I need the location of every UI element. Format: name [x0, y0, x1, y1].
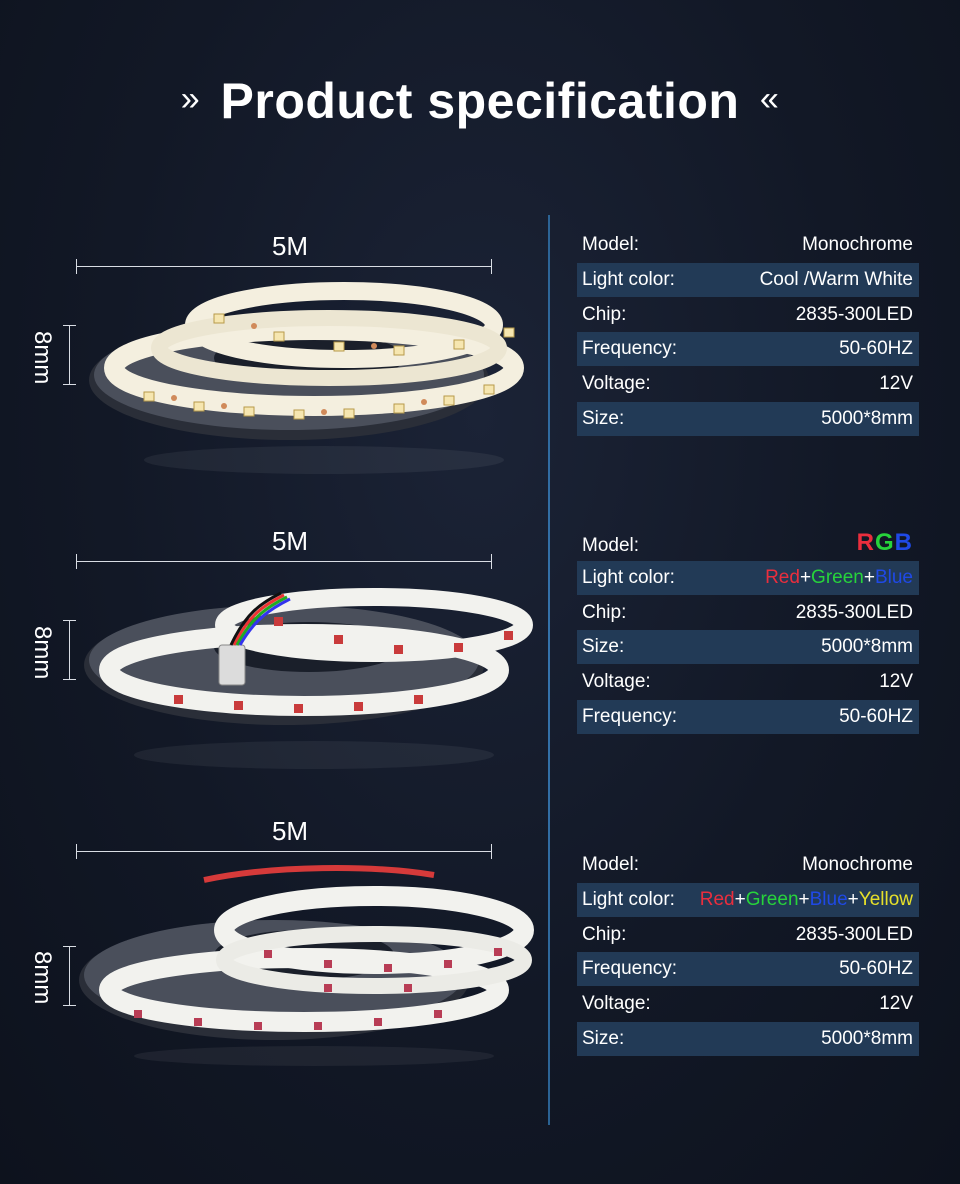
- length-dimension-line: [76, 844, 492, 859]
- spec-row: Voltage: 12V: [577, 367, 919, 401]
- spec-key: Voltage:: [582, 671, 651, 693]
- spec-key: Light color:: [582, 888, 675, 910]
- led-strip-reel-image: [79, 865, 534, 1066]
- width-label: 8mm: [29, 951, 56, 1005]
- spec-row: Voltage: 12V: [577, 987, 919, 1021]
- spec-key: Light color:: [582, 566, 675, 588]
- color-yellow: Yellow: [858, 888, 913, 910]
- vertical-divider: [548, 215, 550, 1125]
- spec-key: Light color:: [582, 268, 675, 290]
- spec-key: Size:: [582, 636, 625, 658]
- spec-table: Model: Monochrome Light color: Red+Green…: [577, 848, 919, 1057]
- spec-value-colors: Red+Green+Blue+Yellow: [700, 889, 913, 911]
- spec-value: 2835-300LED: [795, 923, 913, 945]
- spec-key: Model:: [582, 854, 640, 875]
- spec-key: Voltage:: [582, 373, 651, 395]
- spec-row: Size: 5000*8mm: [577, 630, 919, 665]
- width-label: 8mm: [29, 331, 56, 385]
- spec-row: Frequency: 50-60HZ: [577, 332, 919, 367]
- color-green: Green: [811, 566, 864, 588]
- spec-row: Chip: 2835-300LED: [577, 298, 919, 332]
- length-dimension-line: [76, 259, 492, 274]
- spec-key: Model:: [582, 535, 640, 556]
- spec-row-light-color: Light color: Red+Green+Blue: [577, 560, 919, 595]
- length-dimension-line: [76, 554, 492, 569]
- rgb-letter-g: G: [874, 529, 895, 556]
- led-strip-reel-image: [89, 282, 524, 474]
- spec-row: Model: Monochrome: [577, 228, 919, 262]
- spec-key: Frequency:: [582, 958, 678, 980]
- double-chevron-right-icon: »: [180, 80, 201, 118]
- plus-sign: +: [734, 888, 746, 910]
- rgb-letter-r: R: [856, 529, 875, 556]
- length-label: 5M: [271, 816, 309, 846]
- plus-sign: +: [799, 566, 812, 588]
- double-chevron-left-icon: «: [759, 80, 780, 118]
- spec-key: Chip:: [582, 923, 627, 945]
- spec-key: Model:: [582, 234, 640, 255]
- spec-row: Frequency: 50-60HZ: [577, 699, 919, 734]
- spec-key: Size:: [582, 407, 625, 429]
- width-label: 8mm: [29, 626, 56, 680]
- spec-value: 12V: [879, 671, 913, 693]
- spec-table: Model: Monochrome Light color: Cool /War…: [577, 228, 919, 437]
- spec-table: Model: RGB Light color: Red+Green+Blue C…: [577, 526, 919, 735]
- spec-key: Frequency:: [582, 705, 678, 727]
- rgb-letter-b: B: [894, 529, 913, 556]
- spec-key: Chip:: [582, 303, 627, 325]
- spec-value: 50-60HZ: [839, 705, 913, 727]
- length-label: 5M: [271, 526, 309, 556]
- spec-row: Light color: Cool /Warm White: [577, 262, 919, 297]
- spec-value: 5000*8mm: [821, 407, 913, 429]
- spec-value: Cool /Warm White: [759, 268, 913, 290]
- width-dimension-line: [63, 325, 76, 385]
- spec-row: Size: 5000*8mm: [577, 401, 919, 436]
- spec-row: Chip: 2835-300LED: [577, 918, 919, 952]
- spec-key: Chip:: [582, 601, 627, 623]
- width-dimension-line: [63, 620, 76, 680]
- spec-row: Frequency: 50-60HZ: [577, 952, 919, 987]
- width-dimension-line: [63, 946, 76, 1006]
- spec-value-rgb: RGB: [857, 529, 913, 557]
- spec-value: 2835-300LED: [795, 601, 913, 623]
- spec-value: 2835-300LED: [795, 303, 913, 325]
- spec-row-model: Model: Monochrome: [577, 848, 919, 882]
- spec-key: Size:: [582, 1027, 625, 1049]
- color-red: Red: [765, 566, 800, 588]
- color-green: Green: [745, 888, 799, 910]
- plus-sign: +: [798, 888, 810, 910]
- color-blue: Blue: [809, 888, 848, 910]
- page-title-text: Product specification: [220, 73, 740, 129]
- spec-value: 12V: [879, 993, 913, 1015]
- color-red: Red: [699, 888, 735, 910]
- spec-row: Size: 5000*8mm: [577, 1021, 919, 1056]
- spec-value: 5000*8mm: [821, 636, 913, 658]
- spec-value: 50-60HZ: [839, 958, 913, 980]
- spec-row: Chip: 2835-300LED: [577, 596, 919, 630]
- spec-value: 50-60HZ: [839, 338, 913, 360]
- spec-value: 5000*8mm: [821, 1027, 913, 1049]
- plus-sign: +: [863, 566, 875, 588]
- spec-row: Voltage: 12V: [577, 665, 919, 699]
- spec-row-light-color: Light color: Red+Green+Blue+Yellow: [577, 882, 919, 917]
- spec-value: 12V: [879, 373, 913, 395]
- led-strip-reel-image: [84, 588, 533, 769]
- spec-value: Monochrome: [802, 234, 913, 255]
- plus-sign: +: [847, 888, 859, 910]
- spec-key: Frequency:: [582, 338, 678, 360]
- length-label: 5M: [271, 231, 309, 261]
- spec-value: Monochrome: [802, 854, 913, 875]
- spec-key: Voltage:: [582, 993, 651, 1015]
- color-blue: Blue: [874, 566, 913, 588]
- spec-row-model: Model: RGB: [577, 526, 919, 560]
- spec-value-colors: Red+Green+Blue: [765, 567, 913, 589]
- page-title: » Product specification «: [0, 72, 960, 130]
